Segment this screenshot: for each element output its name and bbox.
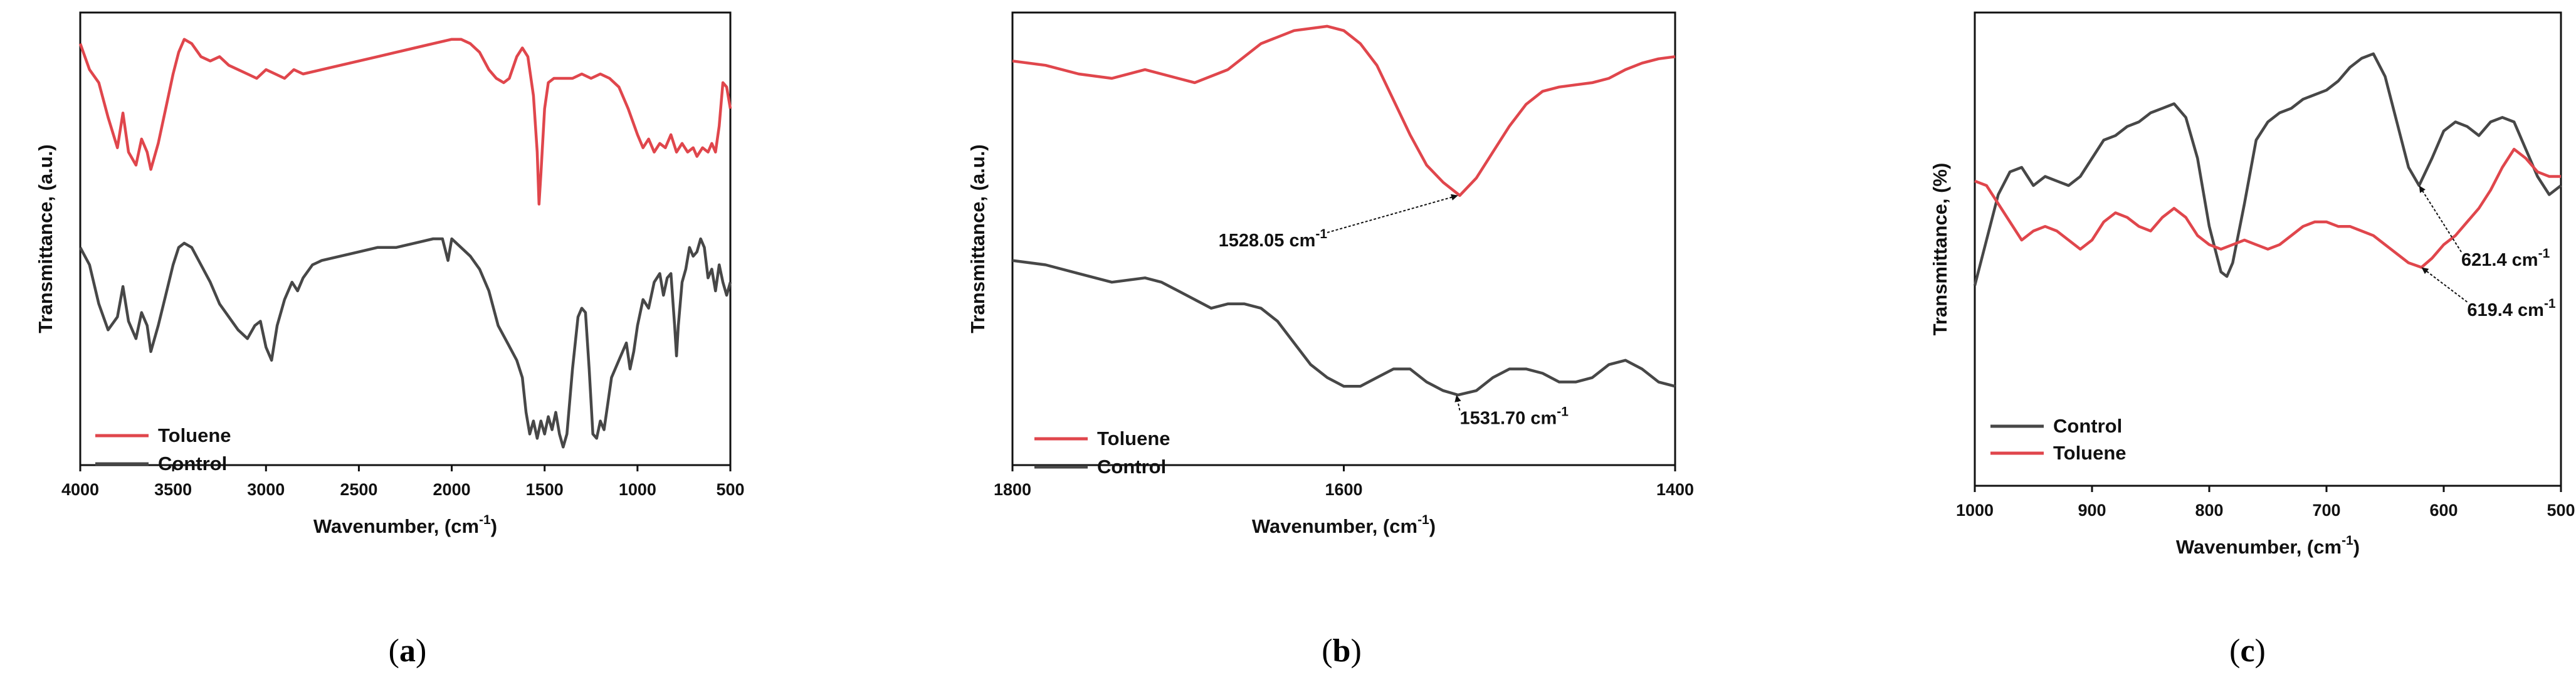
x-tick-label: 500 (2547, 501, 2575, 520)
x-tick-label: 3000 (247, 480, 285, 499)
y-axis-label: Transmittance, (a.u.) (34, 144, 56, 333)
plot-frame (1974, 11, 2562, 487)
x-tick-label: 1800 (994, 480, 1031, 499)
x-axis-label-end: ) (1429, 515, 1436, 537)
panel-letter: c (2240, 633, 2254, 669)
x-tick-label: 700 (2312, 501, 2340, 520)
x-tick-label: 1000 (619, 480, 656, 499)
panel-letter: b (1333, 633, 1351, 669)
panel-letter: a (399, 633, 416, 669)
annotation-label: 1531.70 cm-1 (1459, 405, 1569, 429)
annotation-arrow-line (1327, 196, 1455, 233)
legend-label-toluene: Toluene (158, 424, 231, 446)
annotation-arrow-head (2421, 267, 2429, 275)
x-axis-label-superscript: -1 (1417, 513, 1429, 527)
annotation-arrow-head (1454, 395, 1461, 402)
x-axis-label-superscript: -1 (2342, 533, 2353, 548)
chart-panel-c: 1000 900 800 700 600 500 Wavenumber, (cm-1) Tra… (1929, 11, 2575, 669)
legend-label-toluene: Toluene (2053, 442, 2127, 464)
annotation-superscript: -1 (1315, 227, 1327, 241)
chart-panel-b: 1800 1600 1400 Wavenumber, (cm-1) Transmitta… (967, 11, 1694, 669)
y-axis-label: Transmittance, (%) (1929, 163, 1951, 336)
annotation-arrow-head (2419, 186, 2426, 193)
x-tick-label: 2500 (340, 480, 377, 499)
x-tick-label: 800 (2195, 501, 2223, 520)
annotation-superscript: -1 (1557, 405, 1569, 419)
x-tick-label: 900 (2078, 501, 2106, 520)
annotation-arrow-head (1451, 194, 1458, 201)
chart-panel-a: 4000 3500 3000 2500 2000 1500 1000 500 Wavenumbe… (34, 11, 745, 669)
x-tick-label: 1600 (1325, 480, 1362, 499)
x-tick-label: 1400 (1656, 480, 1694, 499)
x-tick-label: 500 (716, 480, 744, 499)
series-line-toluene (78, 38, 732, 206)
x-tick-label: 4000 (61, 480, 99, 499)
x-tick-label: 1000 (1956, 501, 1994, 520)
series-line-control (1973, 52, 2562, 286)
annotation-superscript: -1 (2538, 246, 2550, 261)
annotation-label: 621.4 cm-1 (2461, 246, 2550, 270)
x-axis-label: Wavenumber, (cm-1) (1252, 513, 1436, 537)
x-axis-label-superscript: -1 (479, 513, 491, 527)
series-line-toluene (1974, 147, 2561, 269)
annotation-superscript: -1 (2544, 296, 2556, 311)
x-tick-label: 2000 (433, 480, 471, 499)
annotation-arrow-line (2421, 188, 2462, 253)
annotation-label: 619.4 cm-1 (2467, 296, 2556, 320)
annotation-label: 1528.05 cm-1 (1219, 227, 1328, 251)
plot-frame (1011, 11, 1676, 466)
legend-label-control: Control (158, 453, 227, 475)
panel-label: (a) (389, 633, 427, 669)
x-axis-label: Wavenumber, (cm-1) (2176, 533, 2360, 558)
panel-label: (b) (1322, 633, 1362, 669)
x-tick-label: 600 (2429, 501, 2458, 520)
annotation-arrow-line (2424, 269, 2468, 303)
x-axis-label-end: ) (491, 515, 497, 537)
x-tick-label: 3500 (154, 480, 192, 499)
series-line-control (79, 237, 732, 449)
series-line-control (1012, 259, 1676, 397)
legend-label-control: Control (1097, 456, 1166, 478)
x-axis-label-end: ) (2353, 536, 2360, 558)
legend-label-toluene: Toluene (1097, 427, 1170, 449)
x-tick-label: 1500 (526, 480, 564, 499)
legend-label-control: Control (2053, 415, 2122, 437)
series-line-toluene (1012, 24, 1676, 197)
x-axis-label: Wavenumber, (cm-1) (313, 513, 497, 537)
panel-label: (c) (2229, 633, 2266, 669)
y-axis-label: Transmittance, (a.u.) (967, 144, 989, 333)
plot-frame (79, 11, 732, 466)
